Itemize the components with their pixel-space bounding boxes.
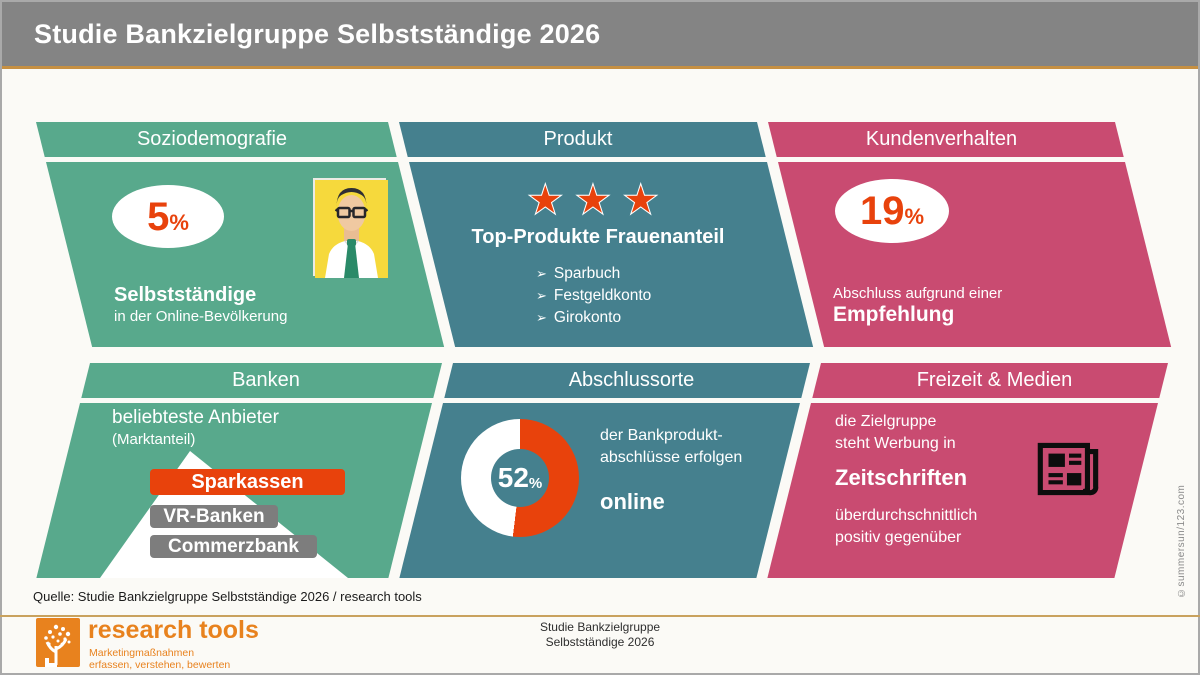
panel-title: Banken [232, 369, 300, 391]
panel-banken: Banken beliebteste Anbieter (Marktanteil… [36, 363, 442, 578]
footer-divider [0, 615, 1200, 617]
list-item-label: Sparbuch [553, 265, 621, 282]
panel-title: Soziodemografie [136, 128, 288, 150]
panel-title: Kundenverhalten [865, 128, 1018, 150]
donut-emphasis: online [600, 489, 665, 514]
source-line: Quelle: Studie Bankzielgruppe Selbststän… [33, 589, 422, 604]
panel-title: Produkt [543, 128, 613, 150]
ranking-bar-vr-banken: VR-Banken [150, 505, 278, 528]
panel-abschlussorte: Abschlussorte 52 % der Bankprodukt- absc… [399, 363, 810, 578]
caption-line: der Bankprodukt- [600, 427, 723, 444]
media-emphasis: Zeitschriften [835, 465, 968, 490]
panel-freizeit-medien: Freizeit & Medien die Zielgruppe steht W… [767, 363, 1168, 578]
panel-title: Abschlussorte [568, 369, 695, 391]
panel-title: Freizeit & Medien [916, 369, 1073, 391]
person-photo-illustration [313, 178, 388, 278]
ranking-subtitle: beliebteste Anbieter [112, 407, 279, 428]
caption-line: abschlüsse erfolgen [600, 449, 743, 466]
list-item: ➢ Girokonto [536, 307, 651, 329]
ranking-bar-sparkassen: Sparkassen [150, 469, 345, 495]
stat-caption: in der Online-Bevölkerung [114, 308, 288, 325]
footer-caption-line2: Selbstständige 2026 [545, 635, 655, 649]
page-title: Studie Bankzielgruppe Selbstständige 202… [34, 19, 601, 49]
image-copyright: ©summersun/123.com [1176, 484, 1187, 598]
research-tools-wordmark: research tools [88, 616, 259, 644]
three-stars-icon: ★★★ [526, 176, 670, 223]
list-item: ➢ Festgeldkonto [536, 285, 651, 307]
donut-chart: 52 % [461, 419, 579, 537]
stat-ellipse: 5 % [112, 185, 224, 248]
donut-hole: 52 % [491, 449, 549, 507]
product-headline: Top-Produkte Frauenanteil [471, 226, 725, 248]
man-illustration [315, 180, 388, 278]
title-underline [2, 66, 1198, 69]
stat-value: 19 [859, 189, 905, 233]
research-tools-logo-icon [36, 618, 80, 667]
stat-caption-bold: Selbstständige [114, 284, 257, 306]
media-caption-bottom: überdurchschnittlich positiv gegenüber [835, 505, 977, 549]
product-list: ➢ Sparbuch ➢ Festgeldkonto ➢ Girokonto [536, 263, 651, 329]
stat-unit: % [904, 204, 925, 229]
media-caption-top: die Zielgruppe steht Werbung in [835, 411, 956, 455]
ranking-bar-commerzbank: Commerzbank [150, 535, 317, 558]
stat-caption-bold: Empfehlung [833, 303, 955, 326]
list-item-label: Festgeldkonto [553, 287, 652, 304]
footer-caption: Studie Bankzielgruppe Selbstständige 202… [450, 620, 750, 650]
caption-line: die Zielgruppe [835, 413, 937, 430]
newspaper-icon [1028, 429, 1110, 511]
stat-caption: Abschluss aufgrund einer [833, 285, 1003, 302]
donut-caption: der Bankprodukt- abschlüsse erfolgen [600, 425, 742, 469]
ranking-subtitle2: (Marktanteil) [112, 431, 196, 448]
logo-tagline-1: Marketingmaßnahmen [89, 647, 195, 659]
title-bar: Studie Bankzielgruppe Selbstständige 202… [2, 2, 1198, 66]
donut-unit: % [528, 474, 543, 492]
stat-ellipse: 19 % [835, 179, 949, 243]
caption-line: überdurchschnittlich [835, 507, 978, 524]
arrow-bullet-icon: ➢ [536, 310, 547, 325]
list-item-label: Girokonto [553, 309, 622, 326]
footer-caption-line1: Studie Bankzielgruppe [539, 620, 661, 634]
stat-value: 5 [147, 194, 170, 239]
panel-soziodemografie: Soziodemografie 5 % [36, 122, 445, 347]
panel-produkt: Produkt ★★★ Top-Produkte Frauenanteil ➢ S… [399, 122, 814, 347]
caption-line: positiv gegenüber [835, 529, 962, 546]
arrow-bullet-icon: ➢ [536, 288, 547, 303]
panel-kundenverhalten: Kundenverhalten 19 % Abschluss aufgrund … [768, 122, 1172, 347]
stat-unit: % [169, 209, 189, 235]
donut-value: 52 [497, 462, 529, 493]
list-item: ➢ Sparbuch [536, 263, 651, 285]
caption-line: steht Werbung in [835, 435, 956, 452]
arrow-bullet-icon: ➢ [536, 266, 547, 281]
logo-tagline-2: erfassen, verstehen, bewerten [89, 659, 231, 671]
